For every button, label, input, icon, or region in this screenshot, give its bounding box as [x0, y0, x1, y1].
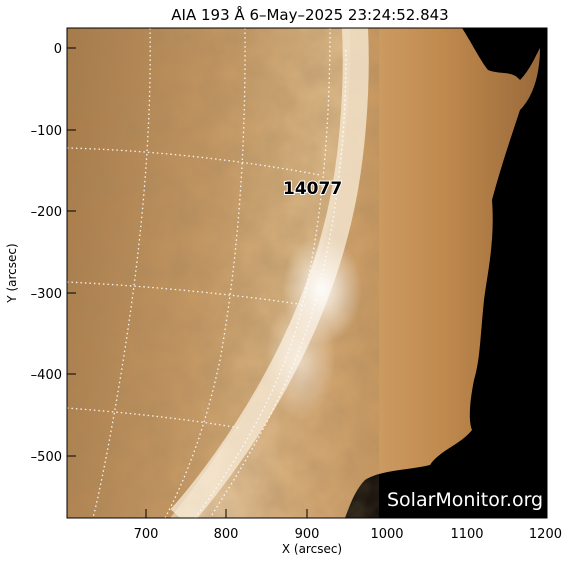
- x-tick-label: 900: [295, 527, 320, 542]
- y-tick-label: 0: [54, 42, 62, 57]
- y-tick-label: –500: [31, 450, 62, 465]
- chart-title: AIA 193 Å 6–May–2025 23:24:52.843: [171, 5, 448, 24]
- watermark: SolarMonitor.org: [387, 489, 543, 511]
- y-tick-label: –300: [31, 287, 62, 302]
- x-axis-label: X (arcsec): [282, 542, 342, 556]
- y-axis: [67, 47, 76, 457]
- active-region-label: 14077: [283, 179, 342, 199]
- heliographic-grid: [67, 28, 347, 518]
- y-tick-label: –100: [31, 124, 62, 139]
- y-tick-label: –200: [31, 205, 62, 220]
- x-tick-label: 1000: [370, 527, 403, 542]
- x-tick-label: 800: [214, 527, 239, 542]
- image-area: [67, 28, 547, 518]
- x-tick-label: 700: [134, 527, 159, 542]
- x-tick-label: 1100: [450, 527, 483, 542]
- y-tick-label: –400: [31, 368, 62, 383]
- x-tick-label: 1200: [529, 527, 562, 542]
- y-axis-label: Y (arcsec): [5, 243, 19, 303]
- x-axis: [145, 509, 468, 518]
- disk-texture: [67, 28, 351, 518]
